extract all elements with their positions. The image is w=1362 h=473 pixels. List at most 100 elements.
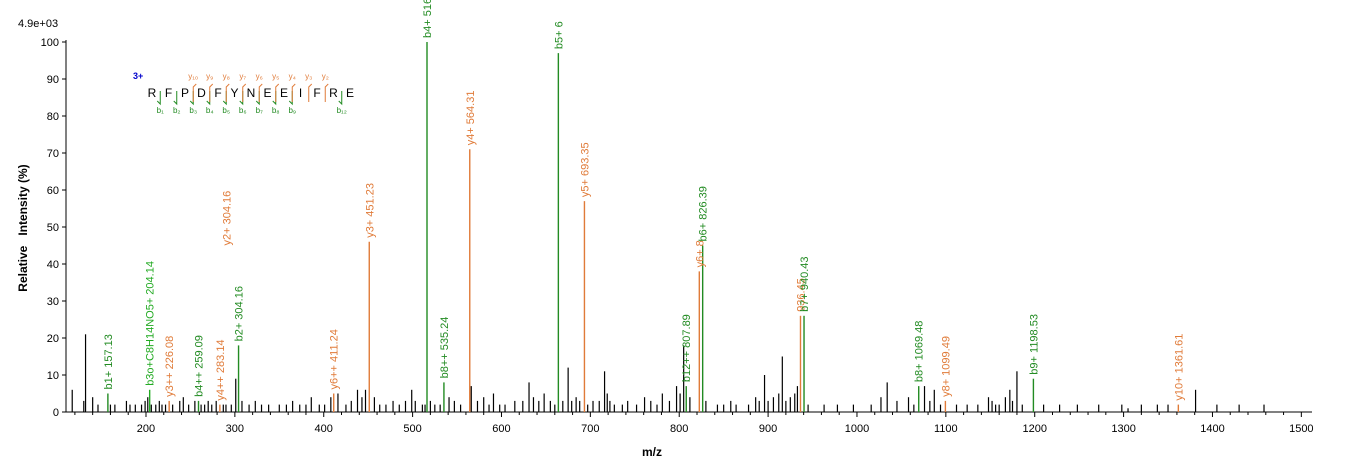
peak-label: y10+ 1361.61 xyxy=(1173,334,1185,401)
b-ion-label: b₅ xyxy=(222,106,230,115)
sequence-residue: E xyxy=(346,86,354,100)
b-ion-tick xyxy=(156,91,161,106)
y-ion-tick xyxy=(308,83,313,102)
x-tick-label: 700 xyxy=(581,423,599,435)
peak-labels: b1+ 157.13 b3o+C8H14NO5+ 204.14 y3++ 226.0… xyxy=(103,0,1185,401)
x-tick-label: 1100 xyxy=(934,423,958,435)
b-ion-tick xyxy=(173,91,178,106)
y-ion-label: y₈ xyxy=(223,72,230,81)
y-tick-label: 0 xyxy=(53,407,59,419)
peak-label: y8+ 1099.49 xyxy=(940,336,952,397)
sequence-residue: Y xyxy=(230,86,238,100)
b-ion-label: b₃ xyxy=(189,106,197,115)
sequence-residue: E xyxy=(263,86,271,100)
y-tick-label: 100 xyxy=(41,37,59,49)
y-ion-label: y₆ xyxy=(256,72,263,81)
y-ion-label: y₁₀ xyxy=(188,72,198,81)
peak-label: b8++ 535.24 xyxy=(439,317,451,379)
x-tick-label: 300 xyxy=(226,423,244,435)
x-tick-label: 500 xyxy=(403,423,421,435)
sequence-residue: D xyxy=(197,86,206,100)
x-axis-ticks: 200 300 400 500 600 700 800 900 1000 1100 1200 1300… xyxy=(74,412,1314,435)
b-ion-label: b₄ xyxy=(206,106,214,115)
sequence-residue: N xyxy=(247,86,256,100)
peak-label: b8+ 1069.48 xyxy=(914,321,926,382)
x-tick-label: 200 xyxy=(137,423,155,435)
y-tick-label: 60 xyxy=(47,185,59,197)
y-tick-label: 20 xyxy=(47,333,59,345)
y-tick-label: 80 xyxy=(47,111,59,123)
peak-label: y2+ 304.16 xyxy=(222,191,234,246)
sequence-residue: R xyxy=(329,86,338,100)
axes xyxy=(65,40,1312,413)
y-axis-ticks: 0 10 20 30 40 50 60 70 80 90 100 xyxy=(41,37,66,419)
x-tick-label: 1400 xyxy=(1200,423,1224,435)
sequence-residue: P xyxy=(181,86,189,100)
peak-label: b6+ 826.39 xyxy=(698,186,710,241)
peak-label: y4++ 283.14 xyxy=(215,339,227,400)
y-tick-label: 70 xyxy=(47,148,59,160)
peak-label: b5+ 6 xyxy=(553,21,565,49)
y-ion-label: y₇ xyxy=(239,72,246,81)
peak-label: b1+ 157.13 xyxy=(103,334,115,389)
y-ion-label: y₂ xyxy=(322,72,329,81)
peak-label: b4++ 259.09 xyxy=(194,335,206,397)
sequence-residue: E xyxy=(280,86,288,100)
peak-label: b3o+C8H14NO5+ 204.14 xyxy=(145,261,157,386)
sequence-residue: R xyxy=(148,86,157,100)
peak-label: b2+ 304.16 xyxy=(234,286,246,341)
y-tick-label: 90 xyxy=(47,74,59,86)
peak-label: y5+ 693.35 xyxy=(579,142,591,197)
b-ion-tick xyxy=(338,91,343,106)
peak-label: b9+ 1198.53 xyxy=(1028,314,1040,375)
y-ion-tick xyxy=(225,83,230,102)
y-ion-tick xyxy=(324,83,329,102)
x-tick-label: 1200 xyxy=(1022,423,1046,435)
charge-state: 3+ xyxy=(133,71,143,81)
y-ion-tick xyxy=(291,83,296,102)
sequence-coverage: 3+R F P D F Y N E E I F R Eb₁ b₂ b₃y₁₀b₄y₉b₅y₈b₆y₇b₇y₆… xyxy=(133,71,354,115)
b-ion-label: b₆ xyxy=(239,106,247,115)
b-ion-label: b₁ xyxy=(157,106,164,115)
y-tick-label: 40 xyxy=(47,259,59,271)
peak-label: y4+ 564.31 xyxy=(465,91,477,146)
x-axis-title: m/z xyxy=(642,445,662,459)
sequence-residue: F xyxy=(165,86,172,100)
b-ion-label: b₉ xyxy=(288,106,296,115)
x-tick-label: 600 xyxy=(492,423,510,435)
y-ion-tick xyxy=(192,83,197,102)
peak-label: b7+ 940.43 xyxy=(799,256,811,311)
peak-label: y3++ 226.08 xyxy=(164,336,176,397)
sequence-residue: I xyxy=(299,86,302,100)
sequence-residue: F xyxy=(313,86,320,100)
y-tick-label: 10 xyxy=(47,370,59,382)
sequence-residue: F xyxy=(214,86,221,100)
x-tick-label: 900 xyxy=(759,423,777,435)
y-ion-tick xyxy=(258,83,263,102)
x-tick-label: 1500 xyxy=(1289,423,1313,435)
max-intensity-label: 4.9e+03 xyxy=(18,18,58,30)
peak-label: b4+ 516.2 xyxy=(422,0,434,38)
peak-label: y6++ 411.24 xyxy=(329,329,341,389)
peak-label: y6+ 8 xyxy=(694,240,706,267)
b-ion-label: b₂ xyxy=(173,106,181,115)
y-ion-label: y₅ xyxy=(272,72,279,81)
peaks xyxy=(71,42,1265,412)
b-ion-label: b₁₂ xyxy=(337,106,347,115)
x-tick-label: 800 xyxy=(670,423,688,435)
y-ion-tick xyxy=(242,83,247,102)
y-axis-title: Relative Intensity (%) xyxy=(16,164,30,291)
y-ion-label: y₃ xyxy=(305,72,312,81)
y-ion-label: y₉ xyxy=(206,72,213,81)
peak-label: 936.45 xyxy=(795,278,807,312)
y-ion-tick xyxy=(209,83,214,102)
x-tick-label: 1300 xyxy=(1111,423,1135,435)
y-tick-label: 50 xyxy=(47,222,59,234)
x-tick-label: 1000 xyxy=(845,423,869,435)
peak-label: b12++ 807.89 xyxy=(681,314,693,382)
y-ion-label: y₄ xyxy=(289,72,296,81)
y-tick-label: 30 xyxy=(47,296,59,308)
peak-label: y3+ 451.23 xyxy=(364,183,376,238)
b-ion-label: b₇ xyxy=(256,106,263,115)
